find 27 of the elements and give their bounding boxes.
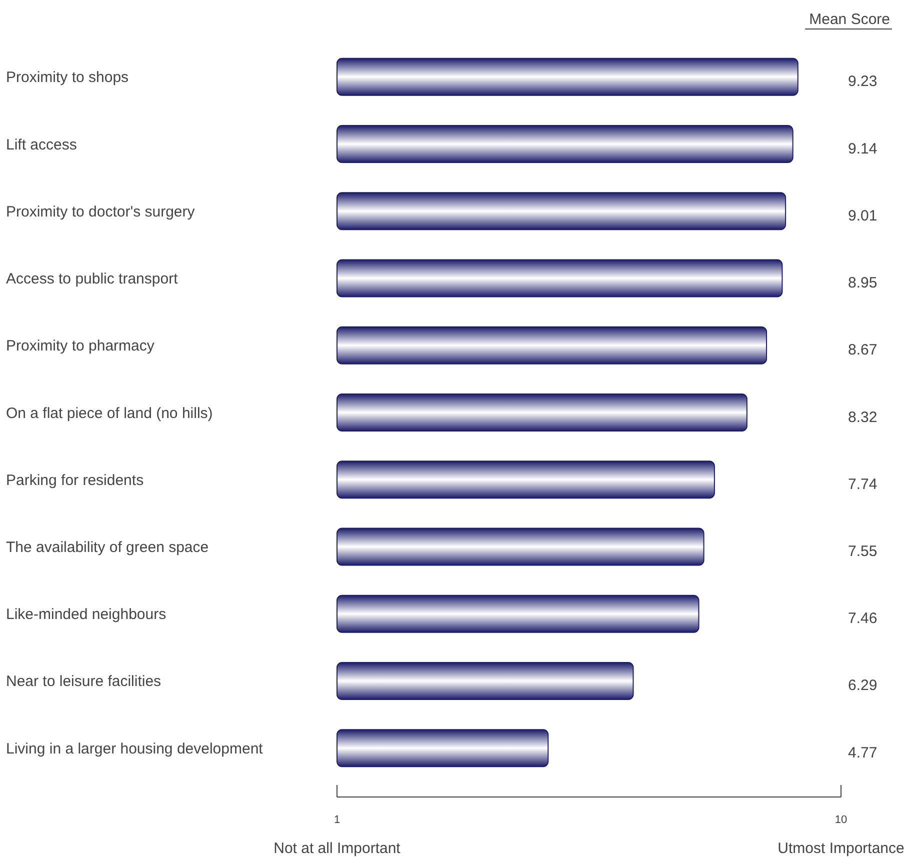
data-label: 8.32: [848, 408, 878, 426]
y-tick-label: Living in a larger housing development: [6, 740, 264, 758]
data-label: 9.23: [848, 73, 878, 90]
y-tick-label: Parking for residents: [6, 472, 144, 489]
text: Utmost Importance: [778, 840, 904, 857]
y-tick-label: Proximity to shops: [6, 69, 129, 86]
data-label: 8.67: [848, 342, 878, 359]
data-label: 7.74: [848, 476, 878, 493]
x-tick-label: 10: [834, 814, 848, 826]
y-tick-label: Proximity to pharmacy: [6, 338, 155, 355]
data-label: 6.29: [848, 677, 878, 694]
data-label: 7.55: [848, 542, 878, 560]
data-label: 8.95: [848, 274, 878, 292]
y-tick-label: Like-minded neighbours: [6, 606, 166, 624]
y-tick-label: Lift access: [6, 136, 77, 154]
text: Not at all Important: [274, 840, 402, 857]
data-label: 9.14: [848, 140, 878, 158]
y-tick-label: Access to public transport: [6, 270, 179, 288]
y-tick-label: Proximity to doctor's surgery: [6, 203, 196, 220]
data-label: 4.77: [848, 744, 878, 762]
y-tick-label: Near to leisure facilities: [6, 673, 162, 690]
data-label: 9.01: [848, 207, 878, 224]
y-tick-label: The availability of green space: [6, 538, 209, 556]
data-label: 7.46: [848, 610, 878, 628]
text: Mean Score: [809, 11, 890, 28]
y-tick-label: On a flat piece of land (no hills): [6, 404, 213, 422]
x-tick-label: 1: [334, 814, 340, 826]
